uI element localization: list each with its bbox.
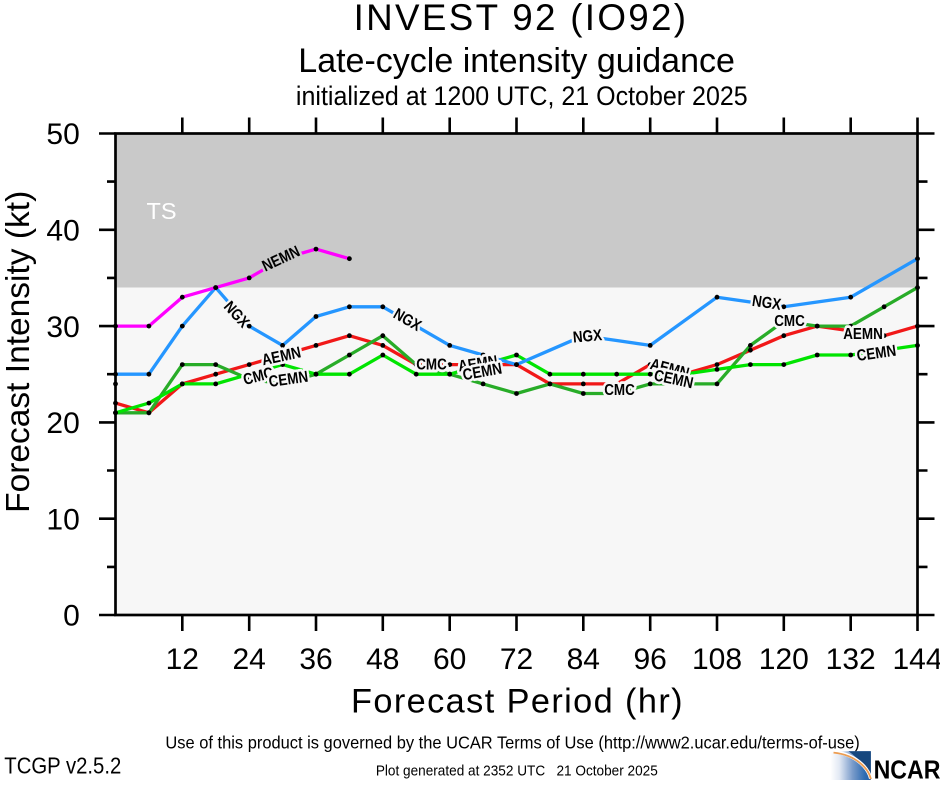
- svg-text:144: 144: [892, 643, 940, 676]
- svg-text:Late-cycle intensity guidance: Late-cycle intensity guidance: [298, 42, 735, 80]
- svg-text:NGX: NGX: [572, 327, 603, 347]
- svg-text:132: 132: [826, 643, 876, 676]
- svg-text:Plot generated at 2352 UTC 2: Plot generated at 2352 UTC 21 October 20…: [376, 762, 658, 778]
- svg-text:Use of this product is governe: Use of this product is governed by the U…: [165, 732, 859, 753]
- svg-text:50: 50: [46, 118, 79, 151]
- svg-text:initialized at 1200 UTC, 21 Oc: initialized at 1200 UTC, 21 October 2025: [296, 82, 748, 111]
- svg-text:10: 10: [46, 503, 79, 536]
- svg-text:96: 96: [634, 643, 667, 676]
- svg-text:108: 108: [692, 643, 742, 676]
- svg-text:84: 84: [567, 643, 600, 676]
- svg-text:NCAR: NCAR: [874, 756, 940, 780]
- svg-text:20: 20: [46, 407, 79, 440]
- svg-text:AEMN: AEMN: [843, 326, 883, 343]
- svg-text:40: 40: [46, 215, 79, 248]
- svg-text:Forecast Period (hr): Forecast Period (hr): [351, 683, 684, 721]
- svg-text:0: 0: [63, 600, 80, 633]
- svg-text:CMC: CMC: [416, 356, 447, 373]
- svg-text:36: 36: [299, 643, 332, 676]
- svg-text:CMC: CMC: [774, 313, 805, 330]
- svg-text:TCGP v2.5.2: TCGP v2.5.2: [4, 752, 121, 779]
- svg-text:12: 12: [166, 643, 199, 676]
- svg-text:CMC: CMC: [604, 382, 635, 399]
- svg-text:INVEST 92 (IO92): INVEST 92 (IO92): [354, 0, 689, 38]
- svg-text:48: 48: [366, 643, 399, 676]
- svg-text:60: 60: [433, 643, 466, 676]
- svg-text:72: 72: [500, 643, 533, 676]
- svg-text:30: 30: [46, 311, 79, 344]
- svg-text:24: 24: [233, 643, 266, 676]
- svg-text:TS: TS: [147, 198, 177, 224]
- svg-text:120: 120: [759, 643, 809, 676]
- svg-text:Forecast Intensity (kt): Forecast Intensity (kt): [0, 191, 37, 513]
